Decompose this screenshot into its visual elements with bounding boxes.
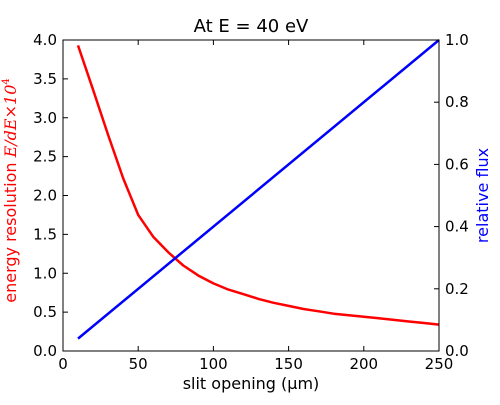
right-y-tick-label: 0.6 [445,155,469,173]
left-y-tick-label: 0.5 [33,303,57,321]
left-y-axis-ticks: 0.0 0.5 1.0 1.5 2.0 2.5 3.0 3.5 4.0 [33,31,68,360]
right-y-axis-label: relative flux [473,148,492,243]
left-y-axis-label-prefix: energy resolution [1,157,20,302]
left-y-tick-label: 3.5 [33,70,57,88]
x-tick-label: 150 [274,355,303,373]
x-tick-label: 100 [199,355,228,373]
left-y-tick-label: 2.5 [33,148,57,166]
right-y-tick-label: 0.0 [445,342,469,360]
chart-title: At E = 40 eV [194,16,309,37]
energy-resolution-line [76,44,440,326]
x-tick-label: 0 [58,355,68,373]
x-axis-label: slit opening (µm) [183,374,320,393]
left-y-tick-label: 1.0 [33,264,57,282]
right-y-tick-label: 1.0 [445,31,469,49]
left-y-axis-label-math: E/dE [1,118,20,158]
left-y-axis-label-exponent: 4 [1,78,12,84]
left-y-tick-label: 2.0 [33,187,57,205]
left-y-axis-label: energy resolution E/dE×104 [1,78,20,303]
x-tick-label: 250 [425,355,454,373]
relative-flux-line [77,39,440,340]
left-y-tick-label: 0.0 [33,342,57,360]
right-y-axis-ticks: 0.0 0.2 0.4 0.6 0.8 1.0 [434,31,469,360]
left-y-tick-label: 1.5 [33,225,57,243]
x-tick-label: 200 [349,355,378,373]
plot-layer [76,39,440,340]
right-y-tick-label: 0.4 [445,218,469,236]
x-tick-label: 50 [129,355,148,373]
left-y-tick-label: 4.0 [33,31,57,49]
left-y-axis-label-times: ×10 [1,85,20,119]
right-y-tick-label: 0.2 [445,280,469,298]
x-axis-ticks: 0 50 100 150 200 250 [58,40,453,373]
right-y-tick-label: 0.8 [445,93,469,111]
left-y-tick-label: 3.0 [33,109,57,127]
